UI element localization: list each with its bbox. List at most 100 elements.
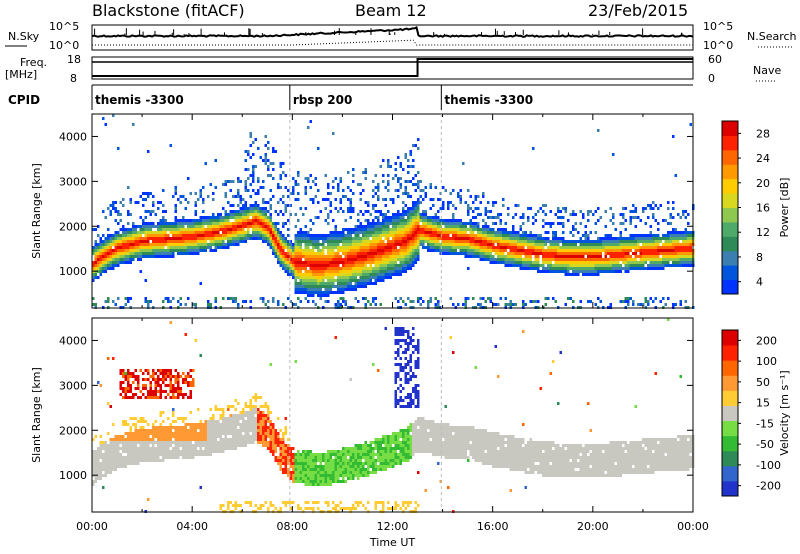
heatmap-cell	[439, 228, 442, 231]
heatmap-cell	[122, 465, 125, 468]
heatmap-cell	[412, 249, 415, 252]
heatmap-cell	[352, 228, 355, 231]
heatmap-cell	[242, 222, 245, 225]
heatmap-cell	[159, 393, 162, 396]
heatmap-cell	[374, 216, 377, 219]
heatmap-cell	[267, 159, 270, 162]
heatmap-cell	[552, 231, 555, 234]
heatmap-cell	[624, 258, 627, 261]
heatmap-cell	[169, 450, 172, 453]
heatmap-cell	[294, 237, 297, 240]
heatmap-cell	[437, 243, 440, 246]
heatmap-cell	[287, 204, 290, 207]
heatmap-cell	[234, 243, 237, 246]
heatmap-cell	[142, 432, 145, 435]
heatmap-cell	[234, 225, 237, 228]
heatmap-cell	[459, 198, 462, 201]
heatmap-cell	[297, 252, 300, 255]
heatmap-cell	[367, 231, 370, 234]
heatmap-cell	[252, 216, 255, 219]
heatmap-cell	[392, 273, 395, 276]
heatmap-cell	[162, 390, 165, 393]
heatmap-cell	[569, 273, 572, 276]
heatmap-cell	[589, 264, 592, 267]
heatmap-cell	[237, 204, 240, 207]
heatmap-cell	[279, 240, 282, 243]
heatmap-cell	[274, 246, 277, 249]
heatmap-cell	[499, 261, 502, 264]
heatmap-cell	[167, 300, 170, 303]
heatmap-cell	[307, 231, 310, 234]
heatmap-cell	[174, 246, 177, 249]
heatmap-cell	[329, 243, 332, 246]
heatmap-cell	[242, 237, 245, 240]
heatmap-cell	[374, 282, 377, 285]
heatmap-cell	[147, 246, 150, 249]
heatmap-cell	[267, 237, 270, 240]
heatmap-cell	[407, 249, 410, 252]
heatmap-cell	[212, 219, 215, 222]
heatmap-cell	[689, 246, 692, 249]
heatmap-cell	[222, 240, 225, 243]
heatmap-cell	[332, 270, 335, 273]
heatmap-cell	[297, 261, 300, 264]
heatmap-cell	[559, 270, 562, 273]
heatmap-cell	[407, 252, 410, 255]
heatmap-cell	[312, 264, 315, 267]
heatmap-cell	[279, 246, 282, 249]
heatmap-cell	[374, 237, 377, 240]
heatmap-cell	[124, 303, 127, 306]
heatmap-cell	[184, 219, 187, 222]
heatmap-cell	[227, 219, 230, 222]
heatmap-cell	[619, 264, 622, 267]
heatmap-cell	[262, 186, 265, 189]
heatmap-cell	[347, 207, 350, 210]
heatmap-cell	[349, 231, 352, 234]
heatmap-cell	[452, 204, 455, 207]
heatmap-cell	[527, 243, 530, 246]
heatmap-cell	[234, 219, 237, 222]
heatmap-cell	[264, 213, 267, 216]
heatmap-cell	[142, 198, 145, 201]
heatmap-cell	[312, 294, 315, 297]
heatmap-cell	[142, 456, 145, 459]
heatmap-cell	[334, 225, 337, 228]
heatmap-cell	[587, 255, 590, 258]
heatmap-cell	[287, 270, 290, 273]
heatmap-cell	[547, 270, 550, 273]
heatmap-cell	[139, 237, 142, 240]
heatmap-cell	[154, 441, 157, 444]
heatmap-cell	[659, 252, 662, 255]
heatmap-cell	[399, 216, 402, 219]
heatmap-cell	[292, 258, 295, 261]
heatmap-cell	[337, 264, 340, 267]
heatmap-cell	[422, 231, 425, 234]
heatmap-cell	[677, 246, 680, 249]
heatmap-cell	[129, 447, 132, 450]
heatmap-cell	[149, 447, 152, 450]
heatmap-cell	[594, 303, 597, 306]
heatmap-cell	[299, 261, 302, 264]
heatmap-cell	[652, 213, 655, 216]
heatmap-cell	[97, 270, 100, 273]
heatmap-cell	[519, 261, 522, 264]
heatmap-cell	[272, 177, 275, 180]
heatmap-cell	[357, 264, 360, 267]
heatmap-cell	[114, 240, 117, 243]
heatmap-cell	[194, 243, 197, 246]
heatmap-cell	[122, 438, 125, 441]
heatmap-cell	[657, 237, 660, 240]
heatmap-cell	[354, 282, 357, 285]
heatmap-cell	[137, 447, 140, 450]
heatmap-cell	[509, 249, 512, 252]
heatmap-cell	[414, 189, 417, 192]
heatmap-cell	[432, 228, 435, 231]
heatmap-cell	[299, 255, 302, 258]
heatmap-cell	[342, 270, 345, 273]
heatmap-cell	[567, 297, 570, 300]
heatmap-cell	[572, 234, 575, 237]
heatmap-cell	[232, 300, 235, 303]
heatmap-cell	[399, 177, 402, 180]
heatmap-cell	[254, 216, 257, 219]
